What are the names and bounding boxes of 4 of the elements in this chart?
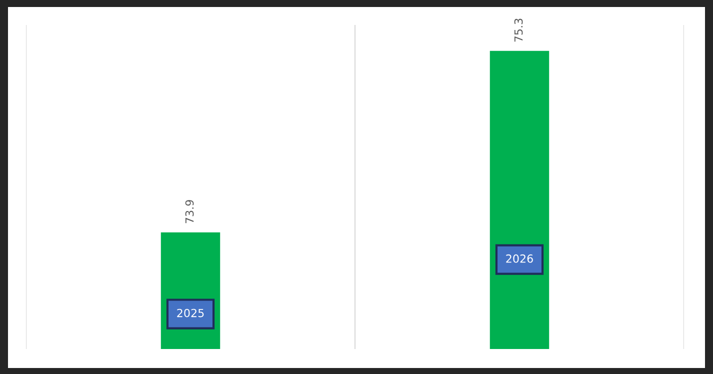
data-label: 75.3 xyxy=(514,18,523,42)
x-tick-label: 2025 xyxy=(177,308,204,318)
x-tick-label: 2026 xyxy=(506,254,533,263)
data-label: 73.9 xyxy=(185,200,194,224)
